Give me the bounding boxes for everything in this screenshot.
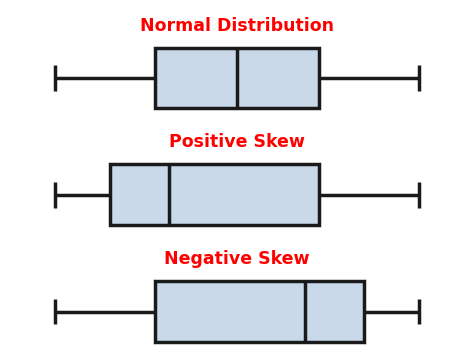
Text: Normal Distribution: Normal Distribution	[140, 17, 334, 35]
Text: Negative Skew: Negative Skew	[164, 250, 310, 268]
Bar	[155, 281, 365, 342]
Bar	[155, 48, 319, 108]
Text: Positive Skew: Positive Skew	[169, 133, 305, 151]
Bar	[109, 164, 319, 225]
